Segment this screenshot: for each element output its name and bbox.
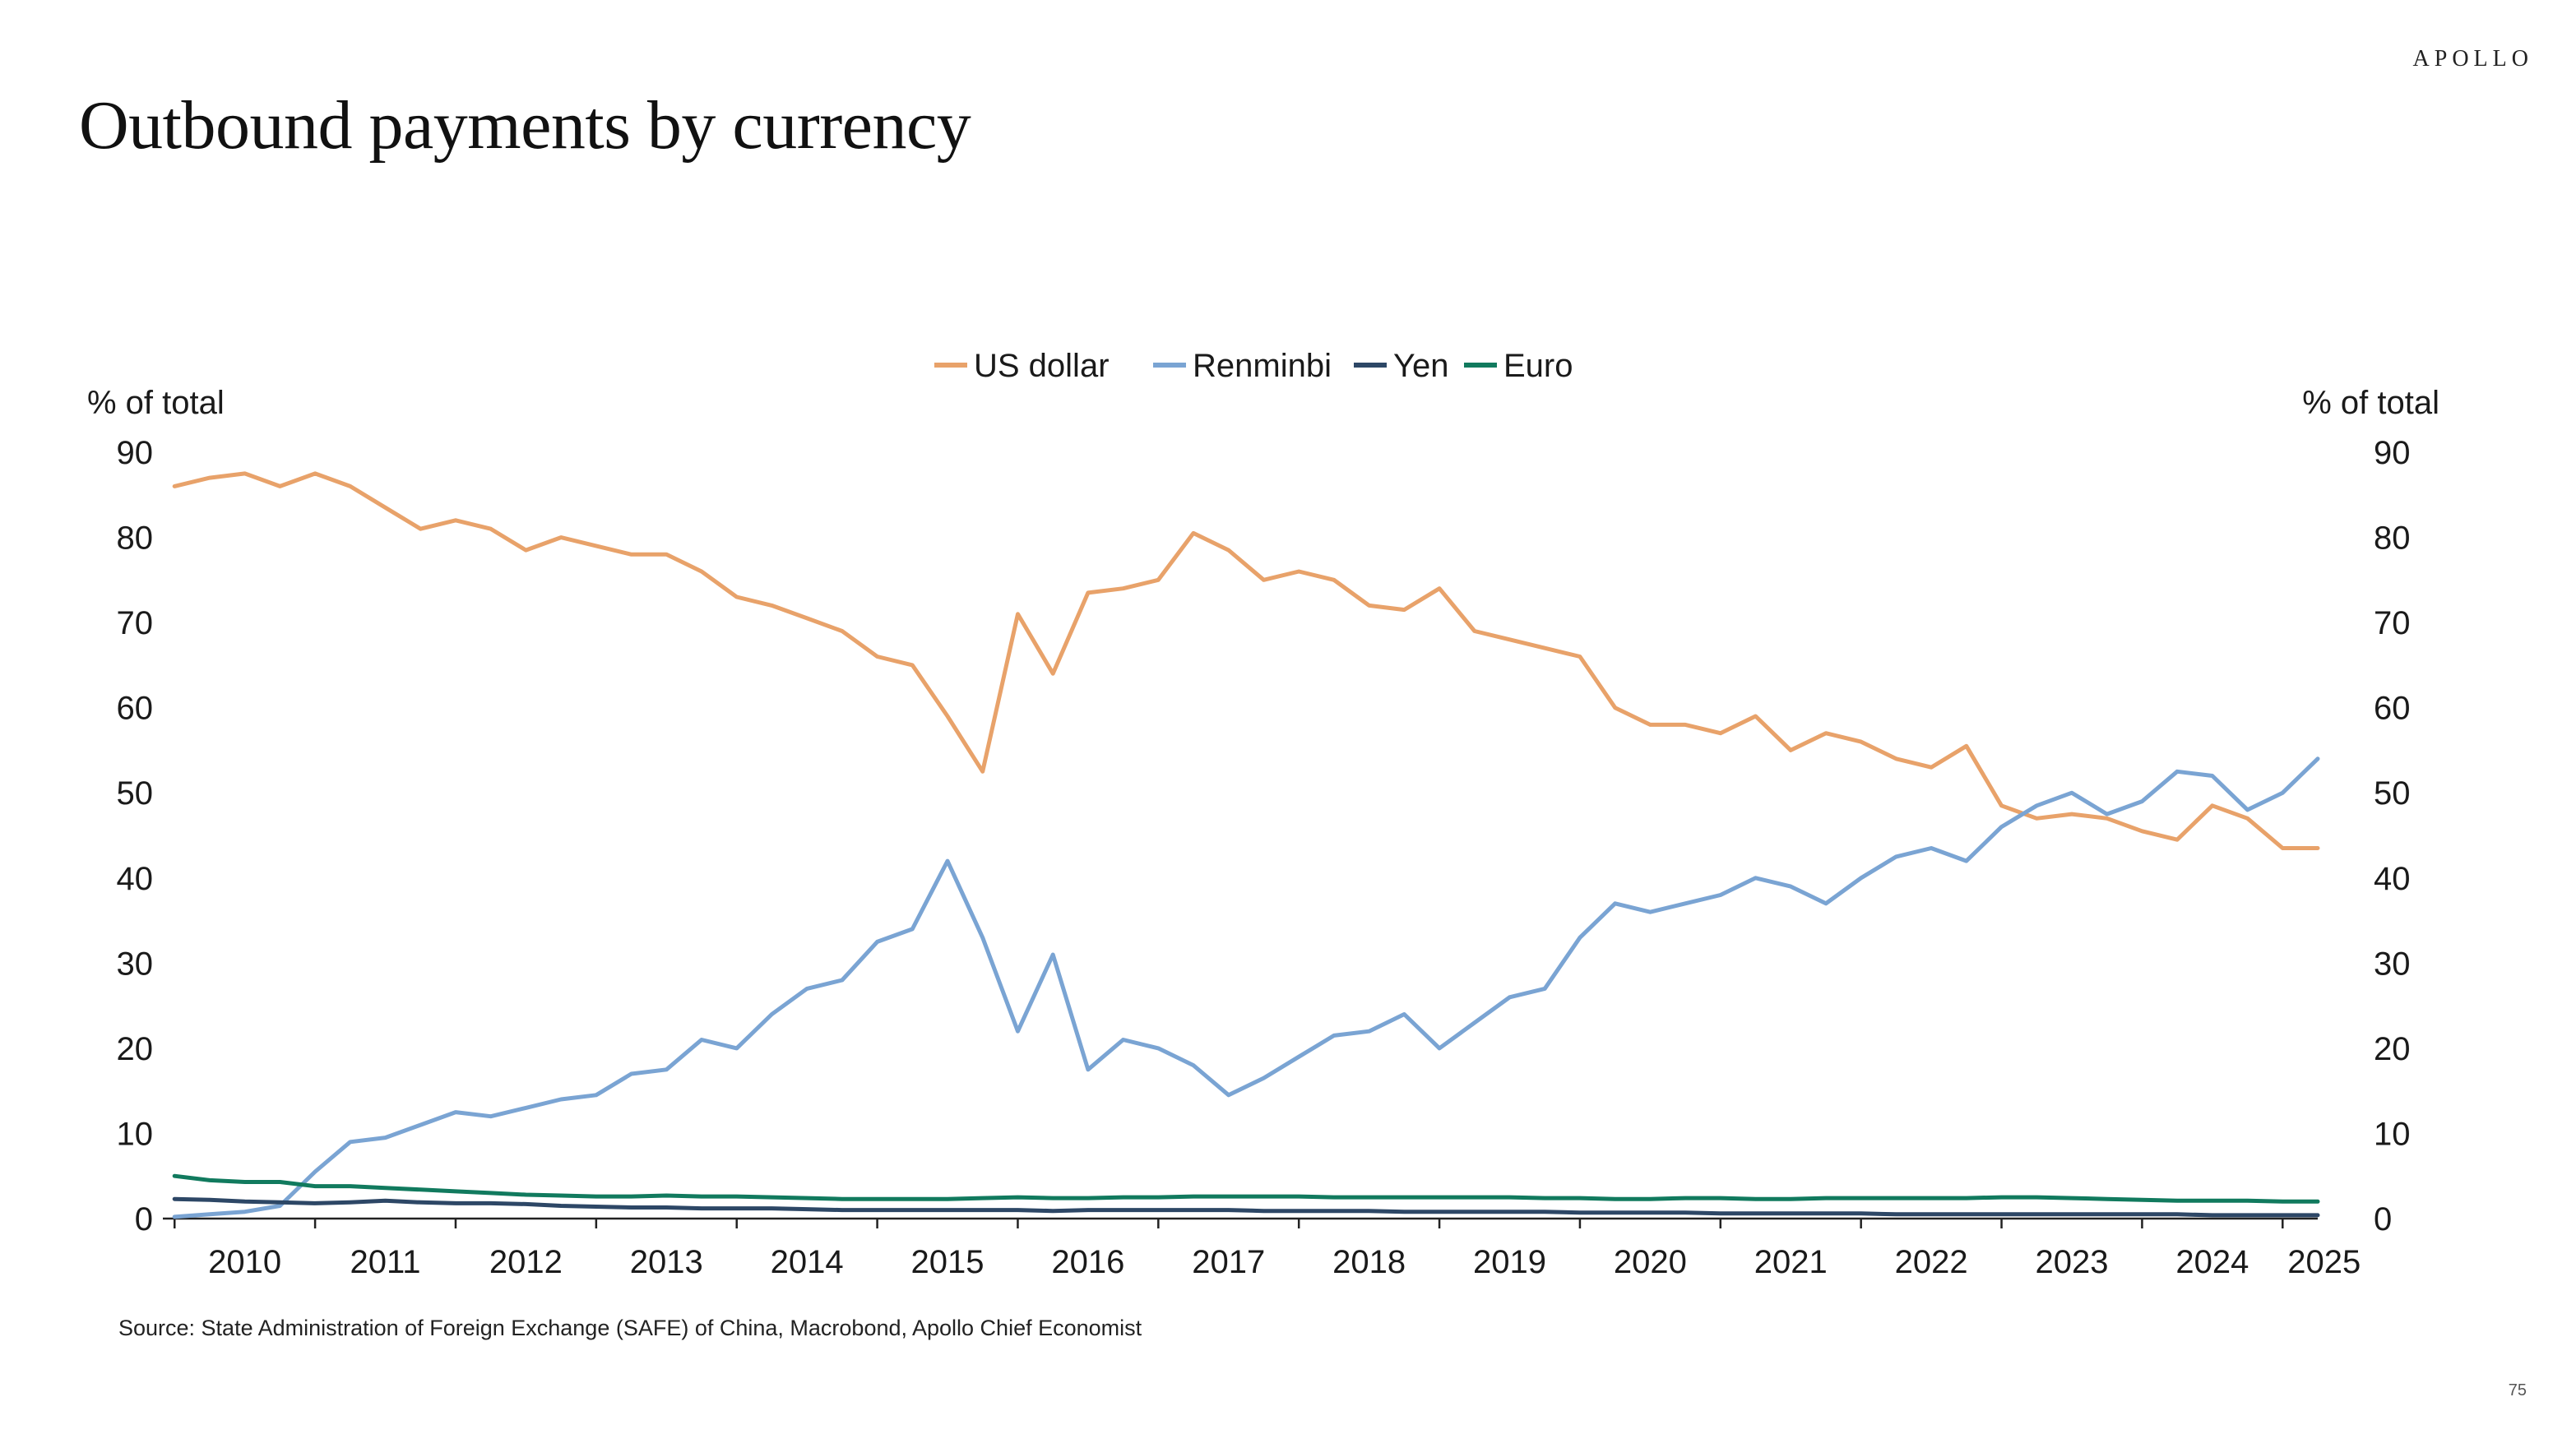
legend-label: Euro	[1503, 348, 1573, 384]
legend-label: Renminbi	[1193, 348, 1332, 384]
y-axis-label-right: % of total	[2302, 385, 2439, 421]
y-axis-left: 0 10 20 30 40 50 60 70 80 90	[117, 435, 154, 1237]
y-tick-right: 90	[2374, 435, 2411, 471]
y-tick-right: 50	[2374, 775, 2411, 812]
y-tick-right: 20	[2374, 1031, 2411, 1067]
y-tick-left: 20	[117, 1031, 154, 1067]
x-tick-label: 2021	[1754, 1244, 1828, 1280]
y-tick-right: 0	[2374, 1201, 2392, 1237]
x-tick-label: 2017	[1192, 1244, 1265, 1280]
legend-label: Yen	[1393, 348, 1449, 384]
y-tick-left: 80	[117, 520, 154, 557]
x-tick-label: 2011	[350, 1244, 421, 1280]
x-tick-label: 2024	[2175, 1244, 2249, 1280]
chart-series	[172, 471, 2320, 1219]
x-tick-label: 2014	[771, 1244, 844, 1280]
y-tick-left: 40	[117, 861, 154, 897]
y-axis-label-left: % of total	[87, 385, 225, 421]
x-tick-label: 2015	[911, 1244, 985, 1280]
y-tick-right: 30	[2374, 946, 2411, 982]
x-tick-label: 2020	[1614, 1244, 1687, 1280]
x-axis: 2010 2011 2012 2013 2014 2015 2016 2017 2018 2019…	[163, 1217, 2361, 1280]
x-tick-label: 2016	[1051, 1244, 1124, 1280]
series-line-euro	[172, 1173, 2320, 1204]
y-tick-right: 80	[2374, 520, 2411, 557]
x-tick-label: 2022	[1895, 1244, 1968, 1280]
source-note: Source: State Administration of Foreign …	[118, 1316, 1142, 1340]
y-axis-right: 0 10 20 30 40 50 60 70 80 90	[2374, 435, 2411, 1237]
x-tick-label: 2012	[489, 1244, 563, 1280]
legend-label: US dollar	[974, 348, 1110, 384]
y-tick-right: 10	[2374, 1116, 2411, 1152]
y-tick-left: 50	[117, 775, 154, 812]
series-line-us-dollar	[172, 471, 2320, 850]
y-tick-left: 30	[117, 946, 154, 982]
y-tick-right: 70	[2374, 605, 2411, 641]
apollo-logo: APOLLO	[2412, 46, 2533, 72]
x-tick-label: 2018	[1332, 1244, 1406, 1280]
page-number: 75	[2508, 1381, 2527, 1399]
y-tick-left: 10	[117, 1116, 154, 1152]
y-tick-right: 60	[2374, 691, 2411, 727]
y-tick-right: 40	[2374, 861, 2411, 897]
x-tick-label: 2019	[1473, 1244, 1546, 1280]
x-tick-label: 2025	[2287, 1244, 2361, 1280]
x-tick-label: 2010	[208, 1244, 281, 1280]
x-tick-label: 2013	[630, 1244, 703, 1280]
y-tick-left: 60	[117, 691, 154, 727]
x-tick-label: 2023	[2035, 1244, 2108, 1280]
series-line-renminbi	[172, 756, 2320, 1219]
page-title: Outbound payments by currency	[79, 87, 971, 164]
y-tick-left: 90	[117, 435, 154, 471]
y-tick-left: 0	[135, 1201, 153, 1237]
y-tick-left: 70	[117, 605, 154, 641]
chart-legend: US dollar Renminbi Yen Euro	[934, 348, 1573, 384]
series-line-yen	[172, 1196, 2320, 1218]
